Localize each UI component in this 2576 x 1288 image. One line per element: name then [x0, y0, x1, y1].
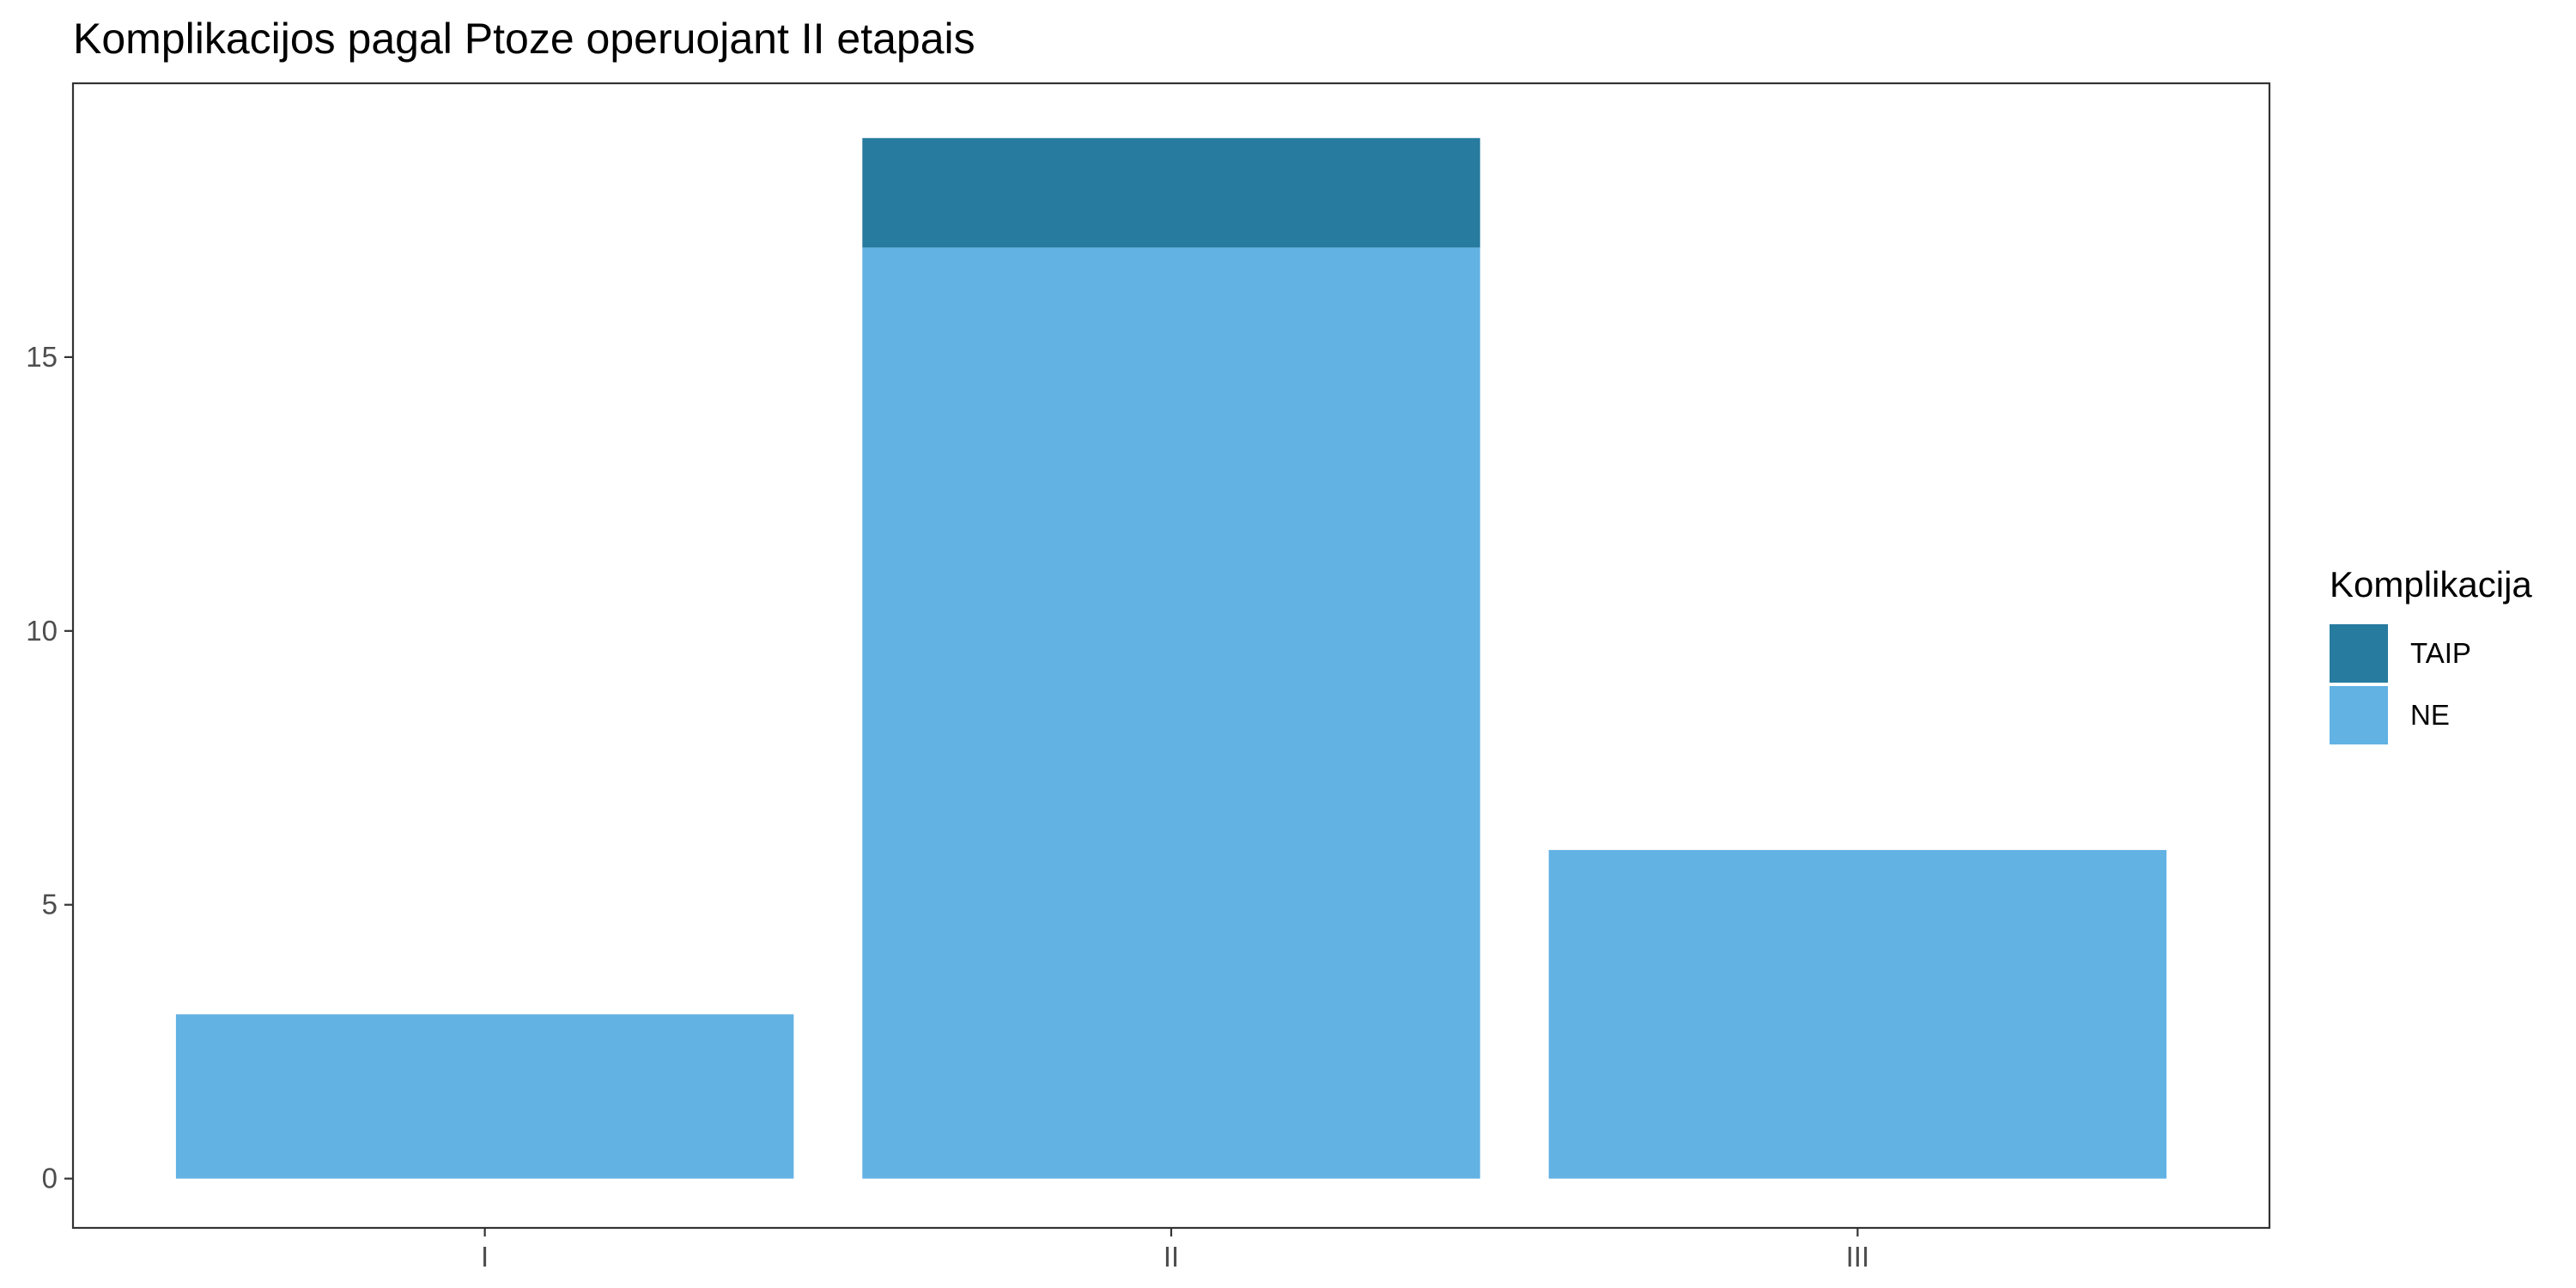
legend: Komplikacija TAIP NE — [2330, 564, 2532, 744]
y-axis: 0 5 10 15 — [26, 341, 73, 1194]
x-tick-label: II — [1163, 1241, 1179, 1273]
y-tick-label: 10 — [26, 615, 58, 647]
bars — [175, 137, 2167, 1179]
chart-title: Komplikacijos pagal Ptoze operuojant II … — [73, 15, 975, 63]
x-tick-label: I — [481, 1241, 489, 1273]
legend-key-ne — [2330, 686, 2388, 744]
legend-label-ne: NE — [2410, 699, 2450, 731]
y-tick-label: 5 — [42, 889, 58, 920]
y-tick-label: 15 — [26, 341, 58, 373]
legend-items: TAIP NE — [2330, 624, 2471, 744]
bar-ne-i — [175, 1014, 794, 1179]
legend-key-taip — [2330, 624, 2388, 683]
legend-title: Komplikacija — [2330, 564, 2532, 605]
plot-area — [71, 82, 2271, 1230]
x-tick-label: III — [1846, 1241, 1870, 1273]
x-axis: I II III — [481, 1228, 1869, 1273]
bar-ne-ii — [862, 247, 1480, 1179]
y-tick-label: 0 — [42, 1163, 58, 1194]
bar-taip-ii — [862, 137, 1480, 248]
legend-label-taip: TAIP — [2410, 637, 2471, 669]
bar-ne-iii — [1548, 849, 2167, 1179]
